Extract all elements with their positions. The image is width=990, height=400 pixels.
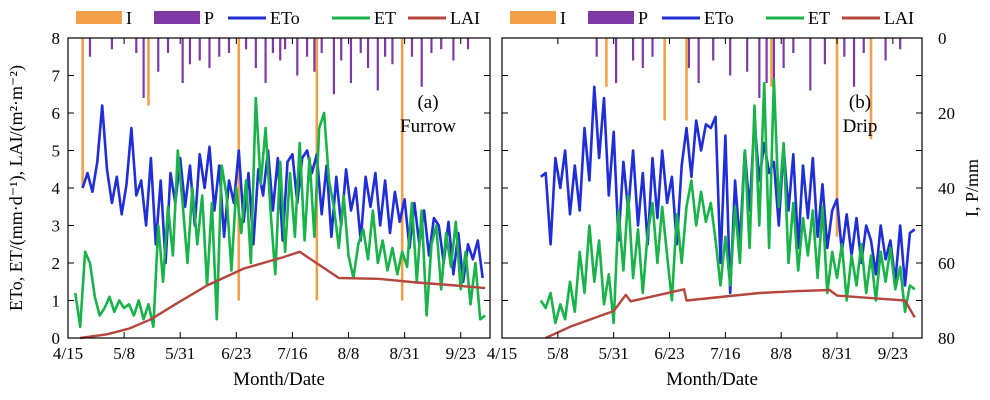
y-left-tick-label: 1 xyxy=(52,292,61,311)
panel-sublabel: Drip xyxy=(843,116,878,137)
x-tick-label: 8/8 xyxy=(338,344,360,363)
legend-swatch-p xyxy=(154,11,200,24)
x-axis-label: Month/Date xyxy=(233,369,325,390)
x-tick-label: 6/23 xyxy=(221,344,251,363)
y-right-tick-label: 60 xyxy=(938,254,955,273)
legend: I P ETo ET LAI xyxy=(76,8,480,28)
panel-sublabel: Furrow xyxy=(400,116,456,137)
y-left-tick-label: 3 xyxy=(52,217,61,236)
legend-label-eto: ETo xyxy=(704,8,734,28)
x-tick-label: 9/23 xyxy=(446,344,476,363)
legend-swatch-i xyxy=(76,11,122,24)
x-tick-label: 8/31 xyxy=(822,344,852,363)
y-left-axis-label: ETo, ET/(mm·d⁻¹), LAI/(m²·m⁻²) xyxy=(6,65,27,311)
legend-label-lai: LAI xyxy=(884,8,914,28)
x-tick-label: 6/23 xyxy=(654,344,684,363)
legend-label-i: I xyxy=(560,8,566,28)
x-tick-label: 8/8 xyxy=(770,344,792,363)
lai-line xyxy=(545,288,916,340)
y-left-tick-label: 0 xyxy=(52,329,61,348)
x-tick-label: 8/31 xyxy=(390,344,420,363)
legend-label-p: P xyxy=(204,8,214,28)
legend-label-lai: LAI xyxy=(450,8,480,28)
y-right-tick-label: 80 xyxy=(938,329,955,348)
y-right-tick-label: 40 xyxy=(938,179,955,198)
legend-label-i: I xyxy=(126,8,132,28)
y-left-tick-label: 2 xyxy=(52,254,61,273)
x-axis-label: Month/Date xyxy=(666,369,758,390)
x-tick-label: 7/16 xyxy=(277,344,307,363)
panel-b: 4/15 5/8 5/31 6/23 7/16 8/8 8/31 9/23 Month/Date… xyxy=(487,37,923,390)
legend-label-et: ET xyxy=(808,8,830,28)
x-tick-label: 5/8 xyxy=(547,344,569,363)
x-tick-label: 5/31 xyxy=(165,344,195,363)
x-tick-label: 4/15 xyxy=(487,344,517,363)
lai-line xyxy=(80,250,486,340)
y-left-tick-label: 4 xyxy=(52,179,61,198)
y-right-tick-label: 0 xyxy=(938,29,947,48)
legend-swatch-p xyxy=(588,11,634,24)
x-tick-label: 5/31 xyxy=(599,344,629,363)
y-left-tick-label: 8 xyxy=(52,29,61,48)
legend-label-et: ET xyxy=(374,8,396,28)
y-left-tick-label: 6 xyxy=(52,104,61,123)
panel-a: 4/15 5/8 5/31 6/23 7/16 8/8 8/31 9/23 Month/Date… xyxy=(53,37,491,390)
x-tick-label: 9/23 xyxy=(878,344,908,363)
y-right-tick-label: 20 xyxy=(938,104,955,123)
legend-label-eto: ETo xyxy=(270,8,300,28)
legend-swatch-i xyxy=(510,11,556,24)
x-tick-label: 4/15 xyxy=(53,344,83,363)
panel-label: (b) xyxy=(849,92,871,113)
legend-label-p: P xyxy=(638,8,648,28)
x-tick-label: 5/8 xyxy=(113,344,135,363)
eto-line xyxy=(540,85,916,295)
x-tick-label: 7/16 xyxy=(710,344,740,363)
y-left-tick-label: 7 xyxy=(52,67,61,86)
et-line xyxy=(539,78,916,325)
panel-label: (a) xyxy=(417,92,438,113)
legend: I P ETo ET LAI xyxy=(510,8,914,28)
y-left-tick-label: 5 xyxy=(52,142,61,161)
y-right-axis-label: I, P/mm xyxy=(962,159,982,217)
plot-frame xyxy=(501,37,923,339)
eto-line xyxy=(81,104,484,284)
